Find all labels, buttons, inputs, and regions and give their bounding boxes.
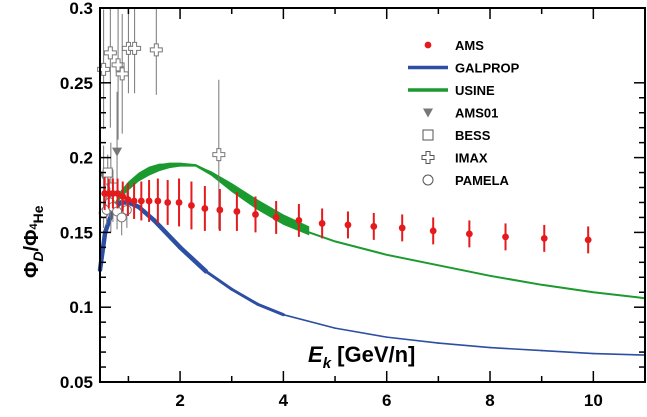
y-axis-phi-d: Φ xyxy=(21,262,43,278)
ams-point xyxy=(318,220,326,227)
x-tick-label: 6 xyxy=(382,391,391,410)
y-axis-slash-phi: /Φ xyxy=(21,229,43,251)
legend-label-usine: USINE xyxy=(455,83,495,98)
y-axis-title: ΦD/Φ4He xyxy=(21,205,46,278)
ams-point xyxy=(272,214,280,221)
legend-label-imax: IMAX xyxy=(455,151,488,166)
imax-point xyxy=(115,67,129,81)
ams-point xyxy=(188,202,195,209)
ams-point xyxy=(175,199,183,206)
imax-point xyxy=(149,43,163,57)
imax-point xyxy=(128,41,142,55)
legend-marker-ams01 xyxy=(423,108,433,118)
x-axis-sub: k xyxy=(323,355,332,372)
data-points xyxy=(97,8,592,254)
x-axis-title: Ek [GeV/n] xyxy=(308,342,415,372)
galprop-line-segment xyxy=(282,313,336,329)
x-tick-label: 10 xyxy=(584,391,603,410)
y-axis-sub-he: He xyxy=(30,205,46,223)
legend-label-galprop: GALPROP xyxy=(455,61,520,76)
galprop-line-segment xyxy=(540,349,595,355)
galprop-line-segment xyxy=(177,245,209,274)
imax-point xyxy=(103,46,117,60)
legend-label-pamela: PAMELA xyxy=(455,173,510,188)
ams-point xyxy=(145,197,153,205)
ams-point xyxy=(584,236,592,244)
legend-marker-ams xyxy=(424,41,432,49)
ams-point xyxy=(130,197,138,205)
ams-point xyxy=(114,190,121,197)
galprop-line-segment xyxy=(489,346,543,352)
legend-marker-pamela xyxy=(422,174,434,186)
legend-label-ams: AMS xyxy=(455,38,484,53)
y-axis-sub-d: D xyxy=(30,251,46,261)
galprop-line-segment xyxy=(256,302,285,317)
ams-point xyxy=(119,193,127,200)
ams-point xyxy=(124,196,132,203)
y-axis-sup-4: 4 xyxy=(28,222,40,229)
axes: 2 4 6 8 10 0.05 0.1 0.15 0.2 0.25 0.3 xyxy=(60,0,646,410)
ams-point xyxy=(252,211,259,218)
legend-marker-imax xyxy=(421,151,435,164)
legend-label-bess: BESS xyxy=(455,128,491,143)
x-axis-symbol: E xyxy=(308,342,324,367)
ams-point xyxy=(233,208,241,215)
x-tick-label: 2 xyxy=(175,391,184,410)
x-tick-label: 8 xyxy=(485,391,494,410)
x-tick-label: 4 xyxy=(279,391,289,410)
ams-point xyxy=(370,223,378,230)
plot-frame xyxy=(99,7,646,383)
ams-point xyxy=(502,233,509,241)
ams-point xyxy=(216,206,224,214)
ams-point xyxy=(540,234,548,242)
ams-point xyxy=(154,197,162,205)
imax-point xyxy=(212,148,226,162)
y-tick-label: 0.2 xyxy=(69,149,93,168)
legend: AMS GALPROP USINE AMS01 BESS IMAX PAMELA xyxy=(408,38,520,188)
galprop-line-segment xyxy=(385,336,440,344)
x-axis-unit: [GeV/n] xyxy=(331,342,415,367)
imax-point xyxy=(97,62,111,76)
galprop-line-segment xyxy=(204,269,234,291)
legend-label-ams01: AMS01 xyxy=(455,106,498,121)
ams-point xyxy=(398,224,406,232)
ams-point xyxy=(137,197,145,205)
ams01-point xyxy=(112,147,123,157)
legend-marker-bess xyxy=(422,129,434,141)
ams-point xyxy=(295,217,303,224)
y-tick-label: 0.05 xyxy=(60,373,93,392)
galprop-line-segment xyxy=(151,218,183,250)
ams-point xyxy=(201,205,209,212)
usine-line xyxy=(99,162,646,300)
y-tick-label: 0.15 xyxy=(60,223,93,242)
pamela-point xyxy=(116,212,127,223)
usine-series xyxy=(99,162,646,300)
galprop-line-segment xyxy=(102,207,116,235)
y-tick-label: 0.1 xyxy=(69,298,93,317)
y-tick-label: 0.25 xyxy=(60,74,93,93)
ams-point xyxy=(109,190,117,197)
galprop-line-segment xyxy=(334,327,388,338)
ams-point xyxy=(465,230,473,238)
galprop-line-segment xyxy=(230,287,260,306)
galprop-line-segment xyxy=(437,342,491,349)
galprop-line-segment xyxy=(592,352,646,356)
ams-point xyxy=(344,221,352,229)
ams-point xyxy=(164,199,172,206)
ams-point xyxy=(429,227,437,235)
y-tick-label: 0.3 xyxy=(69,0,93,18)
